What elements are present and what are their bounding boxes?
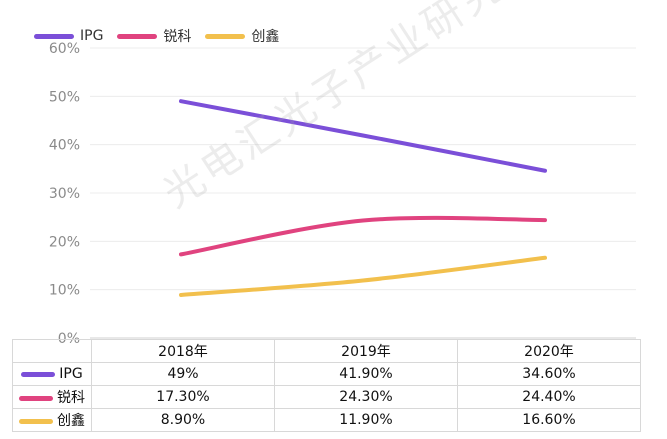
table-cell: 17.30% [91, 385, 275, 409]
series-line-1 [179, 215, 547, 257]
row-label-ipg: IPG [59, 366, 83, 382]
table-cell: 24.40% [457, 385, 641, 409]
table-header-2018: 2018年 [91, 339, 275, 363]
row-head-chuangxin: 创鑫 [12, 408, 92, 432]
table-row-ipg: IPG 49% 41.90% 34.60% [12, 362, 641, 386]
table-row-ruike: 锐科 17.30% 24.30% 24.40% [12, 385, 641, 409]
legend-item-ruike: 锐科 [117, 26, 191, 46]
legend-label-chuangxin: 创鑫 [251, 29, 280, 45]
legend: IPG 锐科 创鑫 [34, 26, 293, 46]
table-cell: 49% [91, 362, 275, 386]
legend-swatch-chuangxin [205, 33, 246, 39]
row-label-ruike: 锐科 [57, 390, 85, 406]
series-line-2 [179, 255, 547, 297]
row-swatch-ruike [19, 395, 53, 401]
row-label-chuangxin: 创鑫 [57, 413, 85, 429]
legend-item-ipg: IPG [34, 28, 103, 44]
table-cell: 11.90% [274, 408, 458, 432]
series-line-0 [179, 99, 547, 173]
table-header-2019: 2019年 [274, 339, 458, 363]
legend-label-ruike: 锐科 [163, 29, 192, 45]
table-corner [12, 339, 92, 363]
table-cell: 41.90% [274, 362, 458, 386]
y-tick-label: 60% [49, 41, 80, 57]
y-tick-label: 50% [49, 89, 80, 105]
y-tick-label: 20% [49, 234, 80, 250]
table-row-chuangxin: 创鑫 8.90% 11.90% 16.60% [12, 408, 641, 432]
table-cell: 16.60% [457, 408, 641, 432]
y-tick-label: 40% [49, 138, 80, 154]
row-swatch-chuangxin [19, 418, 53, 424]
legend-label-ipg: IPG [80, 28, 104, 44]
table-cell: 34.60% [457, 362, 641, 386]
legend-swatch-ruike [117, 33, 158, 39]
row-swatch-ipg [21, 371, 56, 377]
row-head-ruike: 锐科 [12, 385, 92, 409]
row-head-ipg: IPG [12, 362, 92, 386]
y-tick-label: 10% [49, 283, 80, 299]
table-cell: 8.90% [91, 408, 275, 432]
table-cell: 24.30% [274, 385, 458, 409]
y-tick-label: 30% [49, 186, 80, 202]
table-header-row: 2018年 2019年 2020年 [12, 339, 641, 363]
data-table: 2018年 2019年 2020年 IPG 49% 41.90% 34.60% … [12, 339, 641, 432]
legend-swatch-ipg [34, 33, 74, 39]
table-header-2020: 2020年 [457, 339, 641, 363]
legend-item-chuangxin: 创鑫 [205, 26, 279, 46]
